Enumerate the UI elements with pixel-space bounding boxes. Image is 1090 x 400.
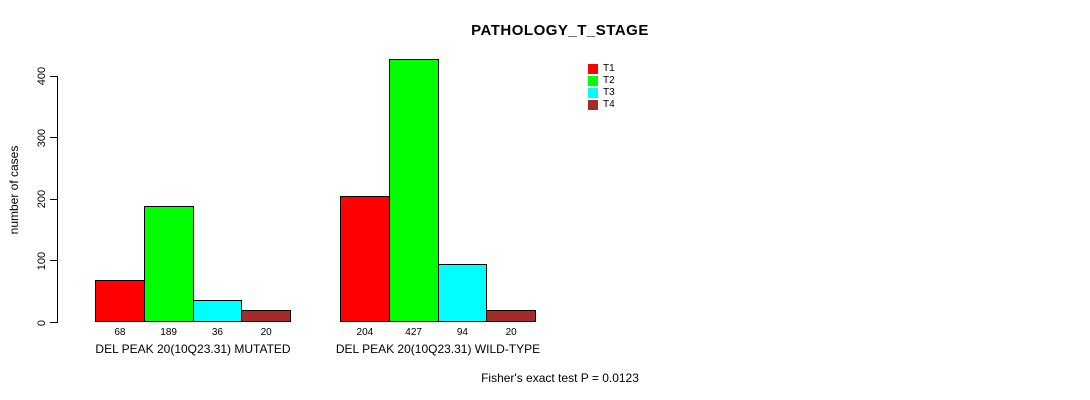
legend-item-t4: T4 bbox=[588, 99, 615, 111]
y-axis-label: number of cases bbox=[7, 145, 21, 235]
bar-value-label: 68 bbox=[114, 327, 126, 338]
y-tick-label: 300 bbox=[36, 128, 48, 147]
chart-title: PATHOLOGY_T_STAGE bbox=[471, 22, 649, 39]
y-tick-label: 200 bbox=[36, 190, 48, 209]
legend-swatch-t3 bbox=[588, 88, 598, 98]
y-tick-label: 400 bbox=[36, 66, 48, 86]
bar-value-label: 204 bbox=[356, 327, 374, 338]
bar-value-label: 94 bbox=[456, 327, 468, 338]
x-category-label: DEL PEAK 20(10Q23.31) WILD-TYPE bbox=[335, 342, 541, 356]
bar-t1-mutated bbox=[95, 280, 145, 322]
bar-t1-wild-type bbox=[340, 196, 390, 322]
y-axis-line bbox=[57, 75, 58, 323]
y-tick-label: 100 bbox=[36, 251, 48, 271]
legend-label: T2 bbox=[603, 75, 615, 86]
legend-item-t1: T1 bbox=[588, 63, 615, 75]
y-tick-mark bbox=[50, 322, 57, 323]
bar-value-label: 36 bbox=[211, 327, 223, 338]
y-tick-label: 0 bbox=[36, 319, 48, 326]
x-category-label: DEL PEAK 20(10Q23.31) MUTATED bbox=[95, 342, 291, 356]
bar-t2-mutated bbox=[143, 205, 194, 322]
legend-item-t3: T3 bbox=[588, 87, 615, 99]
legend-label: T4 bbox=[603, 99, 615, 110]
y-tick-mark bbox=[50, 198, 57, 200]
bar-value-label: 20 bbox=[260, 327, 272, 338]
bar-t3-mutated bbox=[192, 299, 243, 322]
y-tick-mark bbox=[50, 137, 57, 139]
legend-label: T3 bbox=[603, 87, 615, 98]
y-tick-mark bbox=[50, 75, 57, 77]
y-tick-mark bbox=[50, 260, 57, 262]
legend-swatch-t4 bbox=[588, 100, 598, 110]
bar-t3-wild-type bbox=[437, 264, 488, 322]
legend-label: T1 bbox=[603, 63, 615, 74]
stat-test-annotation: Fisher's exact test P = 0.0123 bbox=[481, 371, 639, 385]
bar-t4-mutated bbox=[241, 309, 291, 322]
bar-value-label: 427 bbox=[405, 327, 422, 338]
legend-swatch-t1 bbox=[588, 64, 598, 74]
bar-t2-wild-type bbox=[388, 58, 439, 322]
bar-t4-wild-type bbox=[486, 309, 536, 322]
legend-item-t2: T2 bbox=[588, 75, 615, 87]
bar-value-label: 20 bbox=[505, 327, 517, 338]
legend: T1 T2 T3 T4 bbox=[588, 63, 615, 111]
bar-value-label: 189 bbox=[160, 327, 177, 338]
legend-swatch-t2 bbox=[588, 76, 598, 86]
